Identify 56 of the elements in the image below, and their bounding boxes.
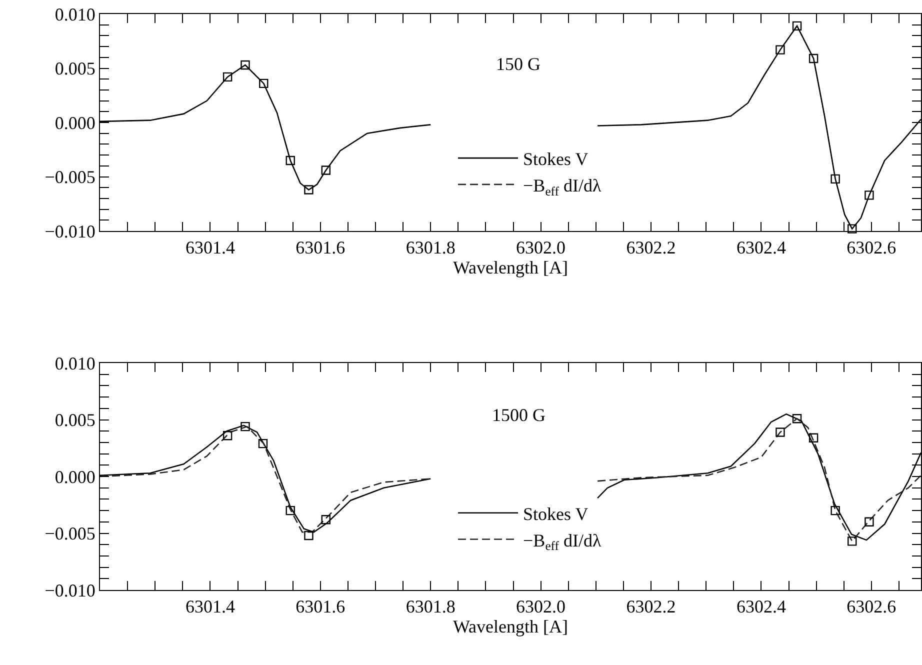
legend-label: Stokes V <box>523 149 588 170</box>
point <box>830 174 840 184</box>
point <box>792 414 802 424</box>
y-tick-label: 0.000 <box>54 112 96 133</box>
point <box>240 60 250 70</box>
x-tick-label: 6301.8 <box>406 238 456 258</box>
x-axis-title: Wavelength [A] <box>452 258 568 278</box>
legend-label: −B$_{eff}$ dI/dλ <box>523 175 602 198</box>
point <box>258 438 268 448</box>
legend-label: Stokes V <box>523 504 588 524</box>
x-tick-label: 6302.6 <box>846 596 896 617</box>
x-tick-label: 6302.2 <box>626 238 676 258</box>
y-tick-label: −0.010 <box>44 221 96 242</box>
point <box>776 45 785 54</box>
x-tick-label: 6302.0 <box>516 238 566 258</box>
point <box>321 515 331 524</box>
point <box>864 190 874 200</box>
point <box>286 156 295 166</box>
y-tick-label: 0.010 <box>54 353 96 374</box>
point <box>286 506 295 516</box>
point <box>240 422 250 432</box>
y-tick-label: 0.005 <box>54 58 96 79</box>
y-tick-label: −0.010 <box>44 580 96 600</box>
point <box>259 78 268 88</box>
x-axis-title: Wavelength [A] <box>452 616 568 637</box>
x-tick-label: 6302.2 <box>626 596 676 617</box>
point <box>808 54 818 64</box>
point <box>848 536 857 546</box>
y-tick-label: 0.000 <box>54 466 96 487</box>
x-tick-label: 6302.6 <box>846 238 896 258</box>
y-tick-label: 0.010 <box>54 4 96 24</box>
point <box>848 224 857 234</box>
point <box>830 506 840 516</box>
x-tick-label: 6301.4 <box>185 238 235 258</box>
annotation: 150 G <box>496 54 540 74</box>
y-tick-label: −0.005 <box>44 167 96 188</box>
x-tick-label: 6301.4 <box>185 596 235 617</box>
x-tick-label: 6301.8 <box>406 596 456 617</box>
legend-label: −B$_{eff}$ dI/dλ <box>523 530 602 554</box>
y-tick-label: −0.005 <box>44 524 96 544</box>
x-tick-label: 6301.6 <box>296 596 346 617</box>
point <box>222 431 232 440</box>
x-tick-label: 6301.6 <box>296 238 346 258</box>
point <box>776 428 785 437</box>
point <box>808 433 818 443</box>
y-tick-label: 0.005 <box>54 410 96 430</box>
point <box>864 517 874 526</box>
x-tick-label: 6302.4 <box>736 596 786 617</box>
point <box>304 185 314 194</box>
point <box>304 530 314 540</box>
annotation: 1500 G <box>492 405 546 425</box>
x-tick-label: 6302.4 <box>736 238 786 258</box>
point <box>321 166 331 175</box>
point <box>792 21 802 31</box>
point <box>222 72 232 82</box>
x-tick-label: 6302.0 <box>516 596 566 617</box>
